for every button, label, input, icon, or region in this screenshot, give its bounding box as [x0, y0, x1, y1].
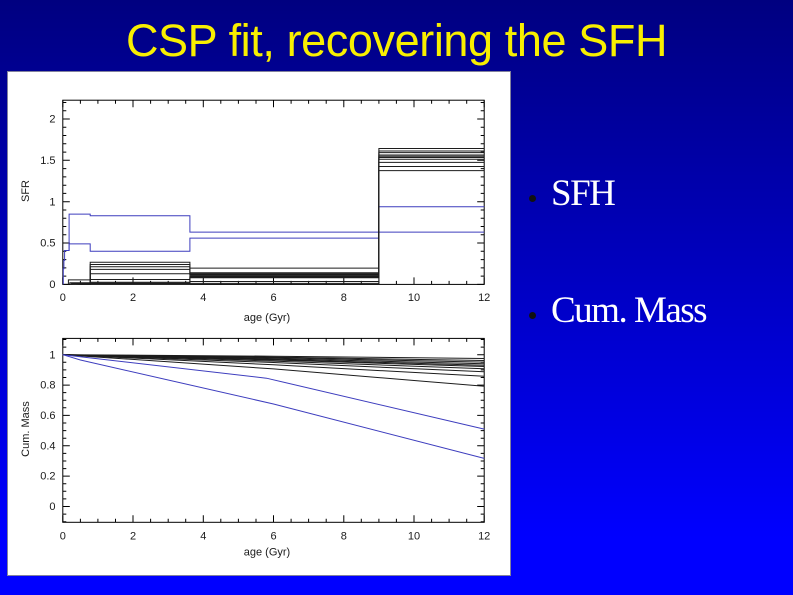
- svg-text:6: 6: [270, 292, 276, 304]
- svg-text:2: 2: [130, 530, 136, 542]
- svg-text:12: 12: [478, 530, 490, 542]
- svg-text:age (Gyr): age (Gyr): [244, 312, 290, 324]
- svg-text:10: 10: [408, 292, 420, 304]
- svg-text:4: 4: [200, 530, 206, 542]
- svg-text:8: 8: [341, 530, 347, 542]
- svg-text:0.4: 0.4: [40, 440, 55, 452]
- svg-text:4: 4: [200, 292, 206, 304]
- svg-text:0: 0: [49, 279, 55, 291]
- svg-text:Cum. Mass: Cum. Mass: [20, 401, 32, 457]
- svg-text:0: 0: [49, 501, 55, 513]
- svg-text:SFR: SFR: [20, 180, 32, 202]
- svg-text:8: 8: [341, 292, 347, 304]
- svg-text:age (Gyr): age (Gyr): [244, 546, 290, 558]
- svg-text:0.6: 0.6: [40, 410, 55, 422]
- svg-text:6: 6: [270, 530, 276, 542]
- svg-text:1: 1: [49, 196, 55, 208]
- svg-text:0.2: 0.2: [40, 471, 55, 483]
- svg-text:0: 0: [60, 292, 66, 304]
- svg-text:2: 2: [130, 292, 136, 304]
- svg-text:10: 10: [408, 530, 420, 542]
- svg-text:12: 12: [478, 292, 490, 304]
- svg-text:0.5: 0.5: [40, 238, 55, 250]
- svg-text:0.8: 0.8: [40, 380, 55, 392]
- svg-text:1: 1: [49, 349, 55, 361]
- svg-text:1.5: 1.5: [40, 155, 55, 167]
- svg-text:2: 2: [49, 114, 55, 126]
- svg-text:0: 0: [60, 530, 66, 542]
